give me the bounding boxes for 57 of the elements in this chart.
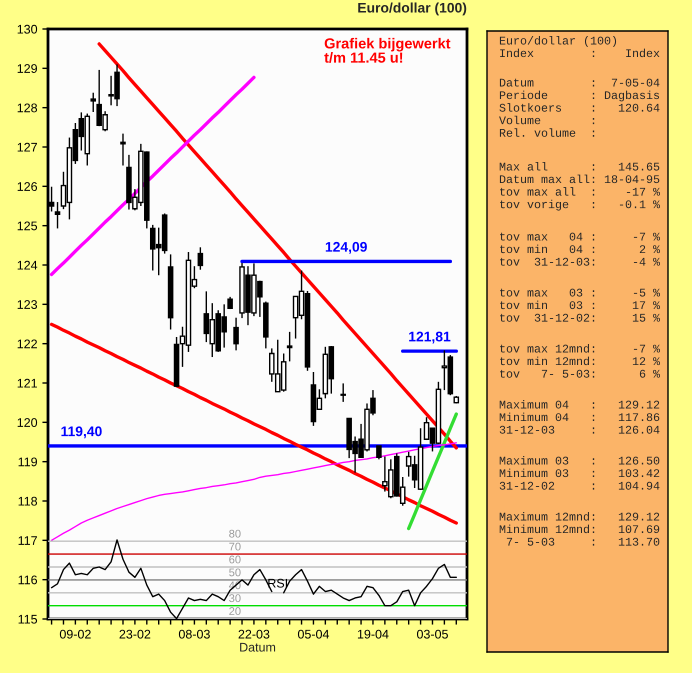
text: Maximum 04 : 129.12 Minimum 04 : 117.86 31-12-03 : 126.04 — [500, 400, 660, 434]
candlestick — [376, 445, 382, 460]
x-tick-label: 03-05 — [416, 630, 448, 639]
y-tick-label: 122 — [18, 339, 37, 348]
x-tick-label: 22-03 — [238, 630, 270, 639]
ref-line-label: 70 — [229, 542, 241, 551]
y-tick-label: 129 — [18, 64, 37, 73]
y-tick-label: 123 — [18, 300, 38, 309]
y-tick-label: 120 — [18, 418, 38, 427]
text: Maximum 03 : 126.50 Minimum 03 : 103.42 31-12-02 : 104.94 — [500, 456, 660, 490]
x-tick-label: 09-02 — [60, 630, 91, 639]
ref-line-label: 80 — [229, 530, 241, 538]
text: Euro/dollar (100) Index : Index — [500, 36, 660, 58]
ref-line-label: 60 — [229, 556, 241, 564]
y-tick-label: 118 — [18, 496, 38, 506]
y-tick-label: 119 — [18, 457, 37, 466]
x-tick-label: 19-04 — [358, 630, 389, 639]
candlestick — [120, 132, 126, 166]
y-tick-label: 127 — [18, 142, 37, 152]
y-tick-label: 124 — [18, 260, 38, 270]
candlestick — [54, 201, 60, 230]
line-series — [407, 412, 458, 530]
x-tick-label: 23-02 — [120, 630, 150, 639]
candlestick — [286, 331, 292, 362]
candlestick — [90, 92, 96, 113]
candlestick — [227, 296, 233, 310]
x-tick-label: 05-04 — [298, 630, 330, 639]
y-tick-label: 128 — [18, 103, 38, 112]
text: tov max 12mnd: -7 % tov min 12mnd: 12 % tov 7- 5-03: 6 % — [500, 344, 660, 378]
ref-line-label: 20 — [229, 607, 241, 616]
series-label: 124,09 — [326, 242, 367, 254]
text: Maximum 12mnd: 129.12 Minimum 12mnd: 107.69 7- 5-03 : 113.70 — [500, 512, 660, 546]
y-tick-label: 130 — [18, 24, 38, 34]
chart-title: Euro/dollar (100) — [358, 2, 466, 16]
y-tick-label: 115 — [18, 614, 38, 624]
line-series — [50, 442, 457, 542]
y-tick-label: 116 — [18, 575, 38, 584]
y-tick-label: 126 — [18, 182, 38, 191]
x-tick-label: 08-03 — [178, 630, 210, 639]
candlestick — [198, 246, 204, 270]
text: tov max 04 : -7 % tov min 04 : 2 % tov 31-12-03: -4 % — [500, 232, 660, 266]
text: Datum : 7-05-04 Periode : Dagbasis Slotkoers : 120.64 Volume : Rel. volume : — [499, 78, 660, 137]
line-series — [50, 76, 256, 276]
candlestick — [340, 382, 346, 403]
candlestick — [233, 317, 239, 352]
ref-line-label: 119,40 — [61, 426, 102, 438]
text: tov max 03 : -5 % tov min 03 : 17 % tov 31-12-02: 15 % — [500, 288, 660, 322]
y-tick-label: 117 — [18, 536, 37, 545]
ref-line-label: 50 — [229, 568, 241, 576]
x-axis-title: Datum — [240, 642, 276, 652]
text: Max all : 145.65 Datum max all: 18-04-95 tov max all : -17 % tov vorige : -0.1 % — [500, 162, 660, 211]
y-tick-label: 125 — [18, 221, 38, 230]
ref-line-label: 30 — [229, 594, 241, 602]
annotation: Grafiek bijgewerkt t/m 11.45 u! — [324, 38, 450, 63]
line-series — [50, 322, 458, 525]
series-label: 121,81 — [409, 332, 450, 344]
y-tick-label: 121 — [18, 378, 37, 388]
